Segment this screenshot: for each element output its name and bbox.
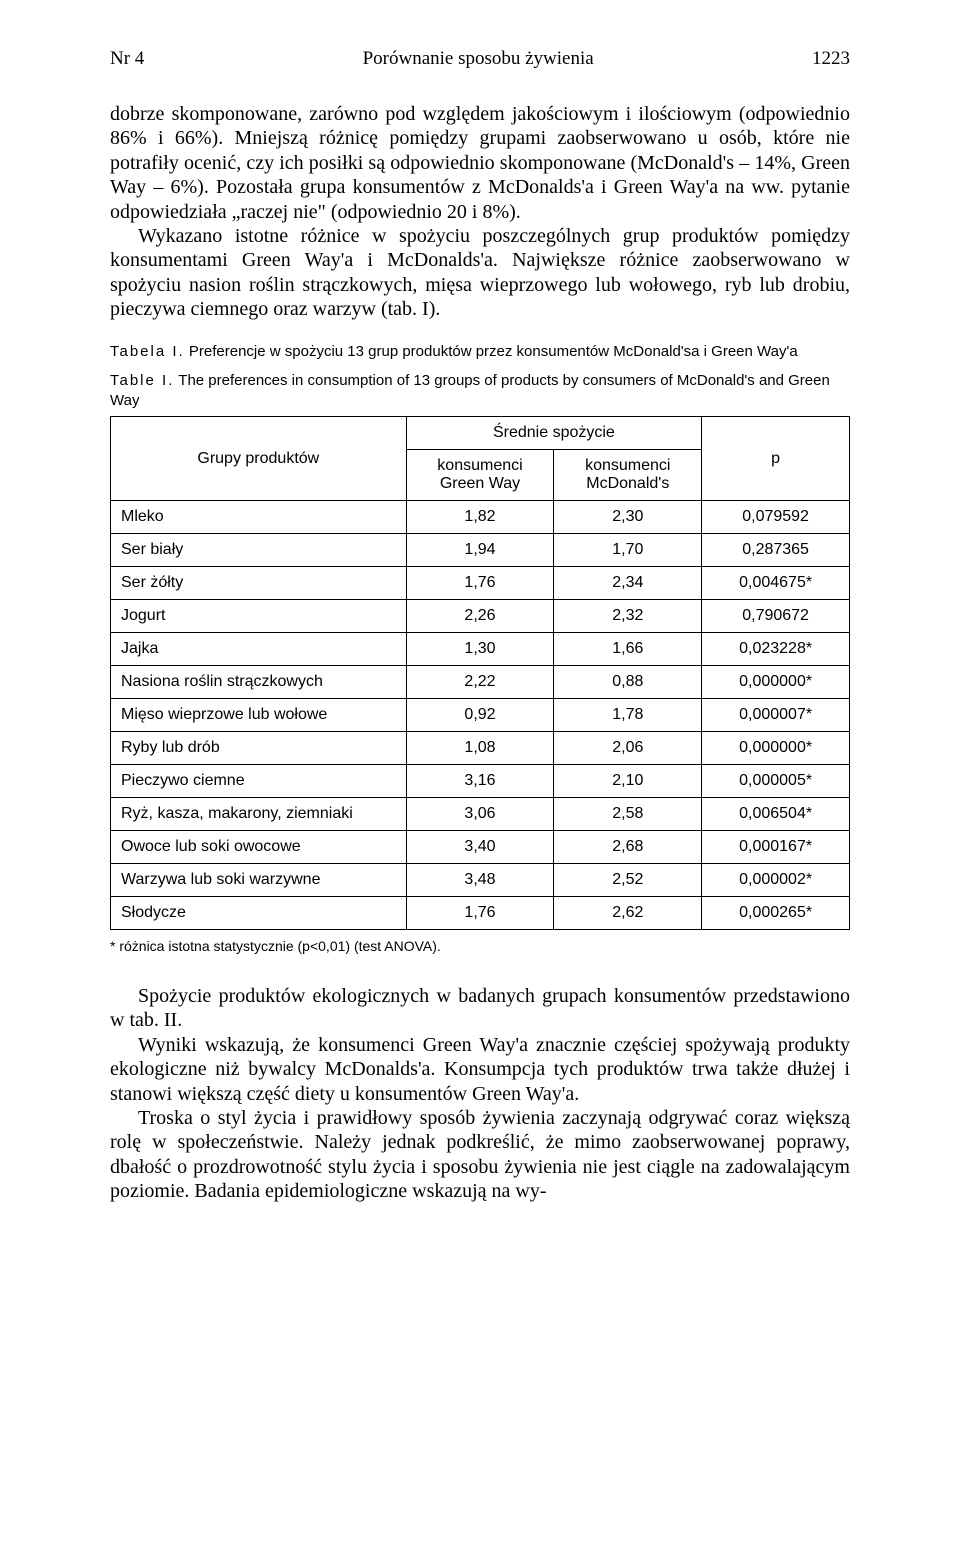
table-row: Ryby lub drób1,082,060,000000* xyxy=(111,732,850,765)
cell-mcdonalds: 1,78 xyxy=(554,699,702,732)
table-row: Owoce lub soki owocowe3,402,680,000167* xyxy=(111,831,850,864)
cell-greenway: 1,82 xyxy=(406,501,554,534)
col-header-groups: Grupy produktów xyxy=(111,417,407,501)
header-center: Porównanie sposobu żywienia xyxy=(144,48,812,70)
cell-p: 0,000007* xyxy=(702,699,850,732)
table-caption-en-prefix: Table I. xyxy=(110,372,174,389)
cell-label: Jogurt xyxy=(111,600,407,633)
cell-greenway: 2,22 xyxy=(406,666,554,699)
cell-label: Mięso wieprzowe lub wołowe xyxy=(111,699,407,732)
table-row: Pieczywo ciemne3,162,100,000005* xyxy=(111,765,850,798)
cell-p: 0,006504* xyxy=(702,798,850,831)
cell-mcdonalds: 2,10 xyxy=(554,765,702,798)
table-row: Jogurt2,262,320,790672 xyxy=(111,600,850,633)
table-caption-pl-text: Preferencje w spożyciu 13 grup produktów… xyxy=(189,343,798,360)
cell-p: 0,790672 xyxy=(702,600,850,633)
cell-mcdonalds: 2,06 xyxy=(554,732,702,765)
col-header-mcdonalds: konsumenci McDonald's xyxy=(554,450,702,501)
cell-mcdonalds: 2,32 xyxy=(554,600,702,633)
cell-p: 0,004675* xyxy=(702,567,850,600)
table-caption-en: Table I. The preferences in consumption … xyxy=(110,371,850,410)
cell-label: Ryż, kasza, makarony, ziemniaki xyxy=(111,798,407,831)
table-footnote: * różnica istotna statystycznie (p<0,01)… xyxy=(110,938,850,954)
table-caption-pl: Tabela I. Preferencje w spożyciu 13 grup… xyxy=(110,342,850,362)
cell-mcdonalds: 1,66 xyxy=(554,633,702,666)
cell-p: 0,079592 xyxy=(702,501,850,534)
cell-mcdonalds: 1,70 xyxy=(554,534,702,567)
col-header-avg: Średnie spożycie xyxy=(406,417,702,450)
table-row: Ser żółty1,762,340,004675* xyxy=(111,567,850,600)
intro-paragraphs: dobrze skomponowane, zarówno pod względe… xyxy=(110,102,850,322)
cell-greenway: 1,30 xyxy=(406,633,554,666)
cell-mcdonalds: 2,34 xyxy=(554,567,702,600)
cell-greenway: 3,16 xyxy=(406,765,554,798)
table-body: Mleko1,822,300,079592Ser biały1,941,700,… xyxy=(111,501,850,930)
cell-p: 0,287365 xyxy=(702,534,850,567)
header-right: 1223 xyxy=(812,48,850,70)
cell-label: Warzywa lub soki warzywne xyxy=(111,864,407,897)
cell-label: Owoce lub soki owocowe xyxy=(111,831,407,864)
cell-label: Nasiona roślin strączkowych xyxy=(111,666,407,699)
cell-greenway: 1,94 xyxy=(406,534,554,567)
cell-p: 0,023228* xyxy=(702,633,850,666)
paragraph-2: Wykazano istotne różnice w spożyciu posz… xyxy=(110,224,850,322)
paragraph-3: Spożycie produktów ekologicznych w badan… xyxy=(110,984,850,1033)
cell-label: Ryby lub drób xyxy=(111,732,407,765)
cell-greenway: 1,76 xyxy=(406,897,554,930)
cell-label: Jajka xyxy=(111,633,407,666)
cell-greenway: 1,08 xyxy=(406,732,554,765)
table-caption-en-text: The preferences in consumption of 13 gro… xyxy=(110,372,830,409)
cell-greenway: 2,26 xyxy=(406,600,554,633)
cell-p: 0,000265* xyxy=(702,897,850,930)
cell-mcdonalds: 2,30 xyxy=(554,501,702,534)
bottom-paragraphs: Spożycie produktów ekologicznych w badan… xyxy=(110,984,850,1204)
table-row: Warzywa lub soki warzywne3,482,520,00000… xyxy=(111,864,850,897)
cell-label: Ser biały xyxy=(111,534,407,567)
table-row: Nasiona roślin strączkowych2,220,880,000… xyxy=(111,666,850,699)
table-row: Słodycze1,762,620,000265* xyxy=(111,897,850,930)
cell-p: 0,000167* xyxy=(702,831,850,864)
cell-p: 0,000000* xyxy=(702,732,850,765)
table-row: Mięso wieprzowe lub wołowe0,921,780,0000… xyxy=(111,699,850,732)
cell-mcdonalds: 2,52 xyxy=(554,864,702,897)
table-row: Ryż, kasza, makarony, ziemniaki3,062,580… xyxy=(111,798,850,831)
paragraph-4: Wyniki wskazują, że konsumenci Green Way… xyxy=(110,1033,850,1106)
cell-mcdonalds: 2,62 xyxy=(554,897,702,930)
paragraph-1: dobrze skomponowane, zarówno pod względe… xyxy=(110,102,850,224)
cell-label: Ser żółty xyxy=(111,567,407,600)
cell-greenway: 0,92 xyxy=(406,699,554,732)
cell-mcdonalds: 2,58 xyxy=(554,798,702,831)
cell-label: Mleko xyxy=(111,501,407,534)
cell-label: Słodycze xyxy=(111,897,407,930)
cell-p: 0,000002* xyxy=(702,864,850,897)
cell-mcdonalds: 0,88 xyxy=(554,666,702,699)
cell-p: 0,000005* xyxy=(702,765,850,798)
cell-p: 0,000000* xyxy=(702,666,850,699)
table-row: Ser biały1,941,700,287365 xyxy=(111,534,850,567)
cell-mcdonalds: 2,68 xyxy=(554,831,702,864)
header-left: Nr 4 xyxy=(110,48,144,70)
cell-greenway: 1,76 xyxy=(406,567,554,600)
cell-greenway: 3,40 xyxy=(406,831,554,864)
table-caption-pl-prefix: Tabela I. xyxy=(110,343,185,360)
cell-greenway: 3,48 xyxy=(406,864,554,897)
col-header-p: p xyxy=(702,417,850,501)
table-row: Jajka1,301,660,023228* xyxy=(111,633,850,666)
cell-greenway: 3,06 xyxy=(406,798,554,831)
cell-label: Pieczywo ciemne xyxy=(111,765,407,798)
col-header-greenway: konsumenci Green Way xyxy=(406,450,554,501)
preferences-table: Grupy produktów Średnie spożycie p konsu… xyxy=(110,416,850,930)
table-row: Mleko1,822,300,079592 xyxy=(111,501,850,534)
paragraph-5: Troska o styl życia i prawidłowy sposób … xyxy=(110,1106,850,1204)
running-header: Nr 4 Porównanie sposobu żywienia 1223 xyxy=(110,48,850,70)
